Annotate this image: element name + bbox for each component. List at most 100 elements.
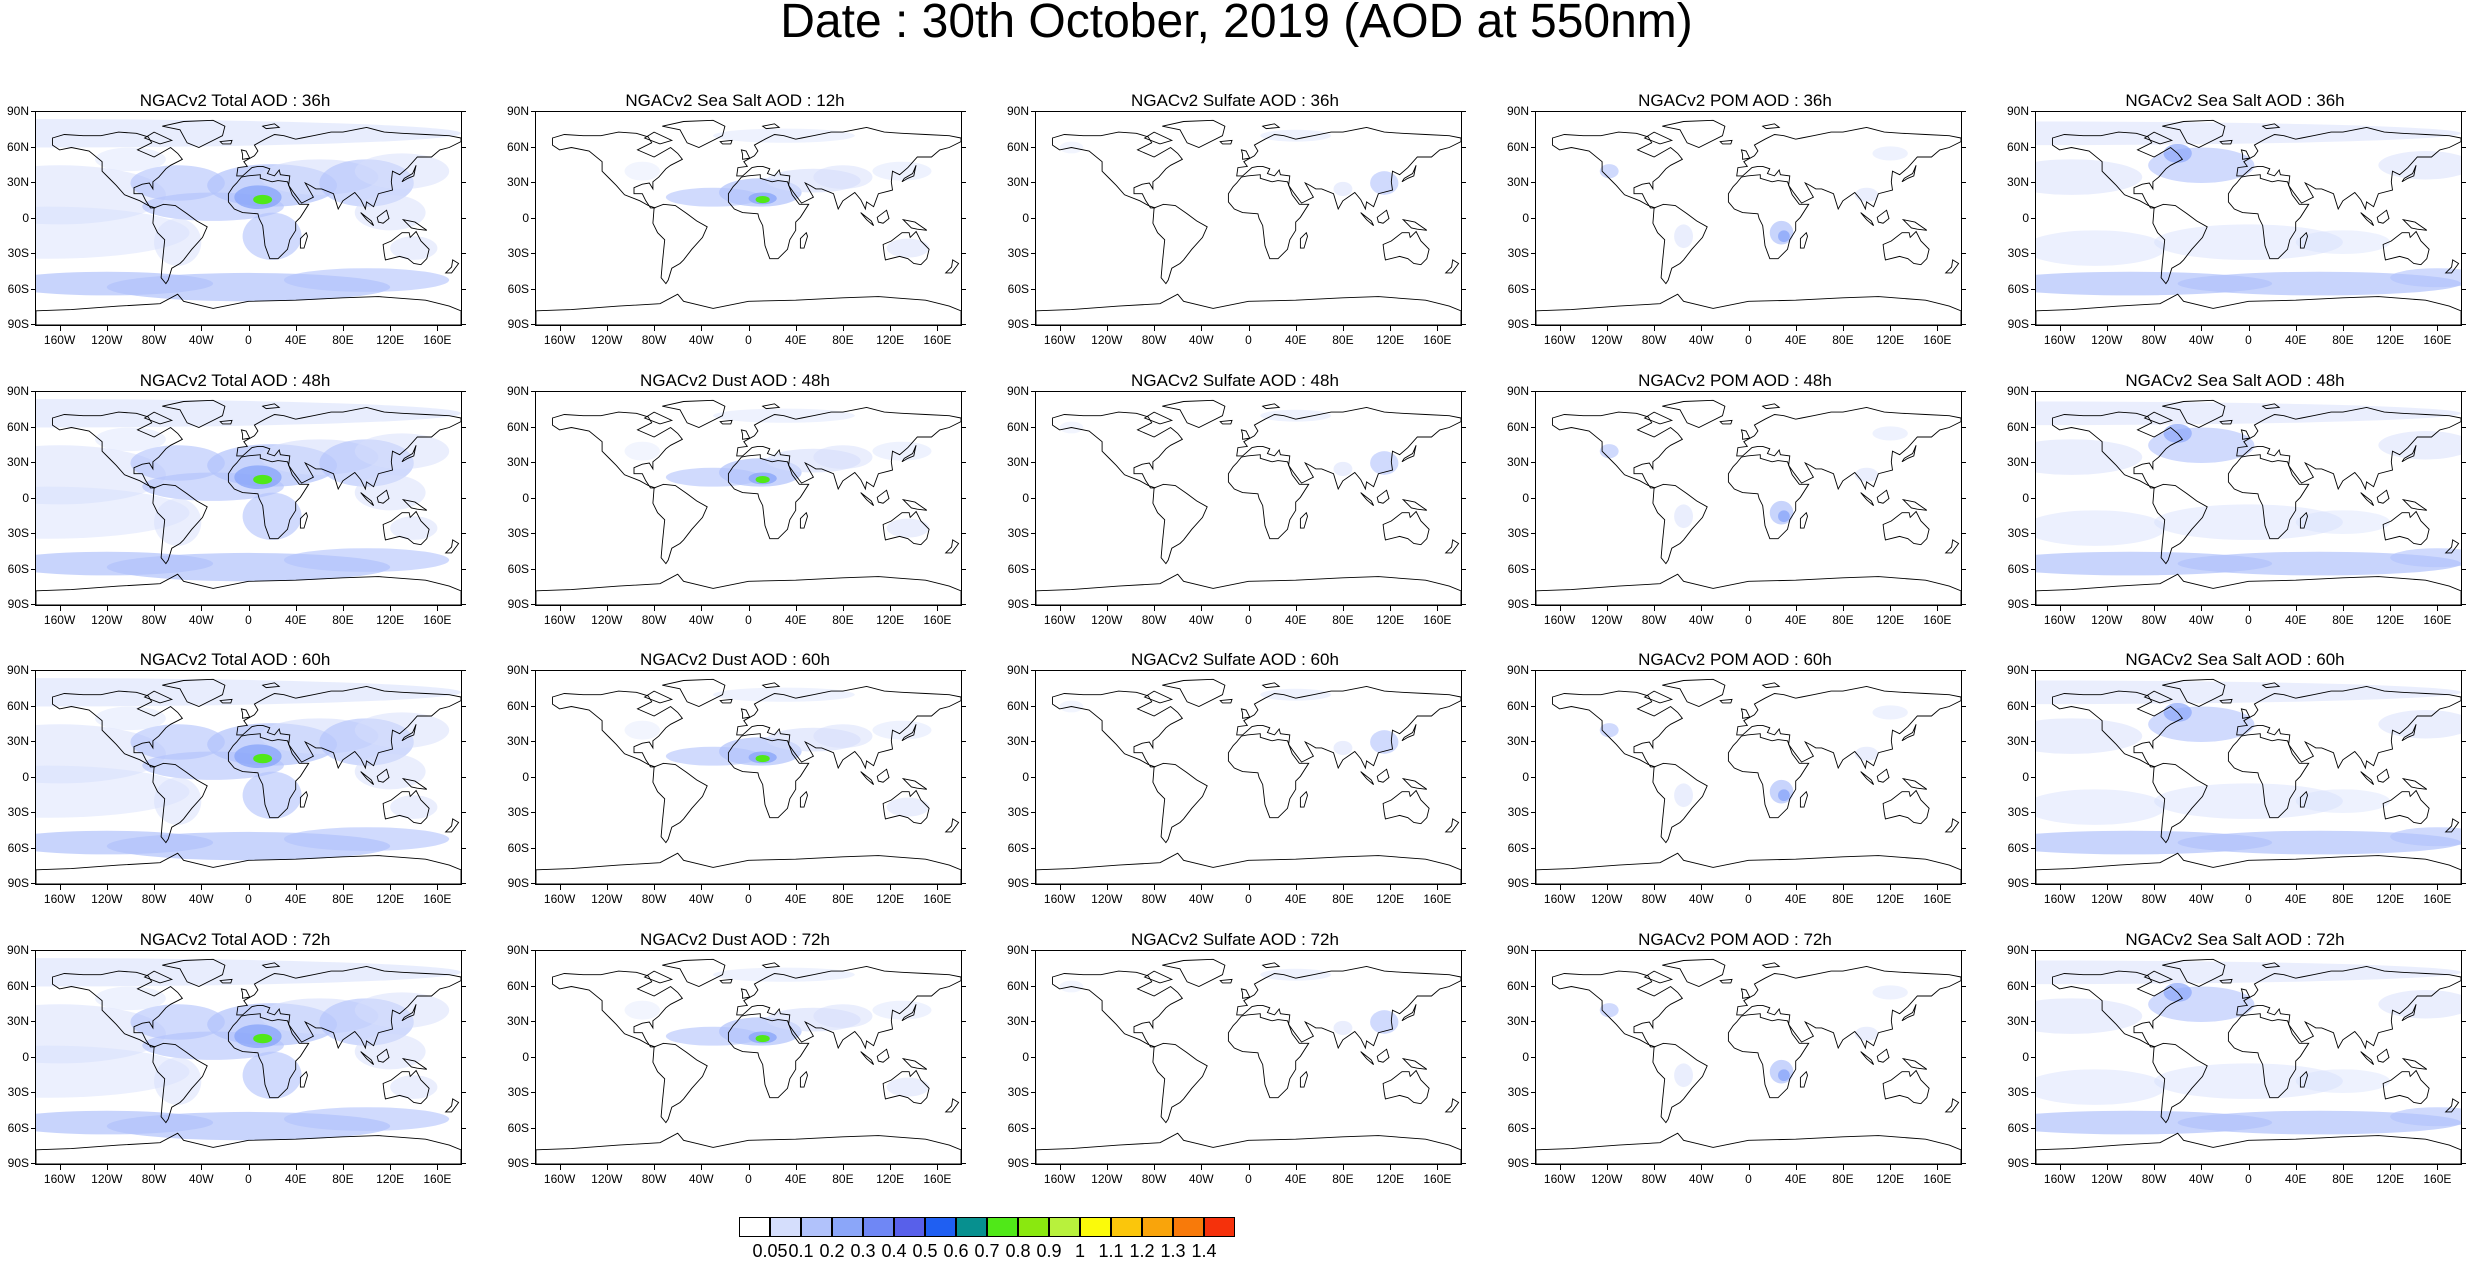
- baffin-outline: [143, 690, 174, 704]
- map-frame: [1035, 670, 1462, 885]
- aod-field: [2036, 401, 2461, 576]
- south-america-outline: [152, 1042, 208, 1124]
- lat-tick: [531, 604, 536, 605]
- aod-plume: [872, 1000, 932, 1020]
- map-frame: [535, 111, 962, 326]
- north-america-outline: [2052, 411, 2184, 489]
- aod-plume: [1854, 746, 1879, 761]
- lat-label: 30S: [7, 526, 29, 540]
- lon-label: 80E: [1832, 333, 1854, 347]
- lon-label: 120E: [2376, 1172, 2405, 1186]
- new-guinea-outline: [1901, 1057, 1928, 1070]
- lon-label: 40W: [1688, 613, 1714, 627]
- lon-label: 0: [1245, 613, 1252, 627]
- aod-plume: [2390, 827, 2461, 847]
- aod-plume: [130, 165, 225, 201]
- lon-tick: [154, 1165, 156, 1170]
- coastlines: [1036, 399, 1461, 605]
- lon-tick: [748, 1165, 750, 1170]
- baffin-outline: [1143, 411, 1174, 425]
- lon-label: 120W: [591, 613, 623, 627]
- eurasia-outline: [736, 126, 961, 211]
- greenland-outline: [1162, 958, 1226, 987]
- map-panel: NGACv2 Dust AOD : 60h 90N 60N 30N 0 30S 60S 90S…: [495, 646, 975, 916]
- lat-label: 60N: [6, 698, 29, 713]
- lon-label: 0: [245, 333, 252, 347]
- antarctica-outline: [1036, 293, 1461, 325]
- africa-outline: [2227, 1013, 2310, 1099]
- uk-outline: [240, 708, 251, 719]
- map-panel: NGACv2 Sea Salt AOD : 48h 90N 60N 30N 0 30S 60…: [1995, 367, 2473, 637]
- madagascar-outline: [299, 1070, 308, 1088]
- panel-title: NGACv2 Dust AOD : 60h: [640, 650, 830, 669]
- lon-tick: [390, 326, 392, 331]
- lon-label: 120W: [91, 333, 123, 347]
- lon-label: 160W: [543, 613, 576, 627]
- lat-tick: [2031, 741, 2036, 742]
- north-america-outline: [2052, 690, 2184, 768]
- baffin-outline: [143, 131, 174, 145]
- lat-tick: [2461, 182, 2466, 183]
- aod-plume: [1333, 740, 1353, 756]
- lat-tick: [531, 533, 536, 534]
- lon-label: 160E: [1923, 613, 1952, 627]
- baffin-outline: [143, 411, 174, 425]
- aod-plume: [242, 492, 302, 540]
- lon-label: 120E: [1876, 613, 1905, 627]
- greenland-outline: [1162, 119, 1226, 148]
- lon-label: 80W: [141, 333, 167, 347]
- lat-label: 60N: [1006, 698, 1029, 713]
- panel-title: NGACv2 Sea Salt AOD : 72h: [2125, 930, 2345, 949]
- lat-label: 0: [22, 769, 29, 784]
- lat-tick: [531, 883, 536, 884]
- lon-tick: [795, 1165, 797, 1170]
- south-america-outline: [1652, 483, 1708, 565]
- greenland-outline: [1162, 399, 1226, 428]
- lat-tick: [2031, 217, 2036, 219]
- colorbar-label: 1.4: [1191, 1241, 1217, 1261]
- baffin-outline: [2143, 411, 2174, 425]
- lon-label: 160W: [2043, 613, 2076, 627]
- lat-label: 60N: [1006, 419, 1029, 434]
- lon-tick: [59, 326, 61, 331]
- lat-tick: [961, 462, 966, 463]
- colorbar: [739, 1217, 1235, 1237]
- aod-plume: [813, 1004, 873, 1028]
- africa-outline: [227, 174, 310, 260]
- lat-tick: [1961, 950, 1966, 951]
- lat-label: 30S: [7, 246, 29, 260]
- lat-tick: [2461, 253, 2466, 254]
- world-map: [2036, 399, 2461, 605]
- aod-plume: [1333, 181, 1353, 197]
- lat-tick: [2461, 670, 2466, 671]
- new-guinea-outline: [2401, 218, 2428, 231]
- lat-tick: [2461, 324, 2466, 325]
- lon-tick: [1654, 606, 1656, 611]
- coastlines: [2036, 958, 2461, 1164]
- aod-plume: [1333, 1020, 1353, 1036]
- antarctica-outline: [1036, 852, 1461, 884]
- uk-outline: [2240, 429, 2251, 440]
- lat-tick: [2461, 1127, 2466, 1129]
- lat-tick: [1461, 1056, 1466, 1058]
- lat-tick: [2031, 111, 2036, 112]
- lat-tick: [2461, 146, 2466, 148]
- lon-label: 80W: [1141, 892, 1167, 906]
- svalbard-outline: [1261, 962, 1281, 969]
- lat-tick: [461, 182, 466, 183]
- lat-tick: [1031, 217, 1036, 219]
- lon-tick: [559, 326, 561, 331]
- lon-tick: [606, 885, 608, 890]
- aod-field: [2036, 121, 2461, 296]
- lon-label: 40E: [285, 892, 307, 906]
- lat-tick: [531, 1021, 536, 1022]
- lat-tick: [1461, 217, 1466, 219]
- lon-label: 160E: [2423, 613, 2452, 627]
- lon-tick: [1437, 885, 1439, 890]
- africa-outline: [1727, 1013, 1810, 1099]
- colorbar-label: 0.9: [1036, 1241, 1062, 1261]
- lat-tick: [961, 985, 966, 987]
- north-america-outline: [1052, 970, 1184, 1048]
- aod-plume: [2036, 159, 2143, 195]
- lat-tick: [961, 1163, 966, 1164]
